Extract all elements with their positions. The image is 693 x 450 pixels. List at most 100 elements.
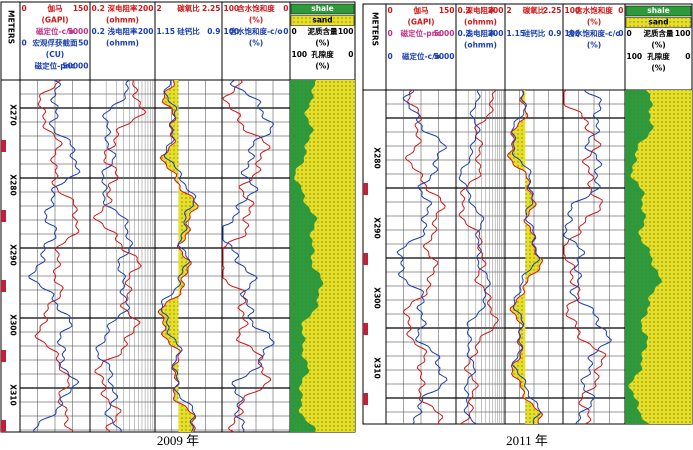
track-title: 孔隙度 (311, 49, 334, 59)
track-title: 含水饱和度-c/o (568, 28, 621, 38)
scale-left: 100 (565, 6, 581, 15)
perforation-mark (363, 323, 368, 335)
scale-right: 0 (283, 4, 288, 13)
scale-right: 0 (685, 52, 690, 61)
scale-right: 2.25 (543, 6, 562, 15)
scale-right: 200 (138, 27, 154, 36)
sica-curve (160, 80, 197, 433)
scale-right: 0 (618, 6, 623, 15)
track-title: 孔隙度 (647, 51, 670, 61)
gamma-curve (402, 89, 446, 425)
scale-right: 5000 (68, 27, 89, 36)
depth-label: X290 (9, 244, 18, 265)
track-title: 磁定位-pnc (35, 61, 76, 71)
track-title: (GAPI) (41, 16, 68, 25)
sw-curve (222, 79, 272, 433)
scale-left: 0 (388, 6, 393, 15)
panel-caption: 2011 年 (506, 433, 548, 448)
track-title: shale (647, 6, 670, 15)
depth-label: X280 (9, 174, 18, 195)
track-title: (%) (249, 16, 263, 25)
scale-left: 0.2 (458, 6, 471, 15)
track-title: 硅钙比 (177, 26, 200, 36)
depth-unit: METERS (371, 12, 380, 46)
sigma-curve (396, 89, 448, 425)
scale-right: 0 (348, 50, 353, 59)
track-title: (%) (651, 64, 665, 73)
depth-label: X310 (9, 384, 18, 405)
scale-right: 5000 (434, 29, 455, 38)
scale-right: 50 (78, 39, 88, 48)
track-title: 深电阻率 (466, 5, 496, 15)
perforation-mark (1, 210, 6, 222)
track-title: 宏观俘获截面 (33, 38, 78, 48)
depth-label: X270 (9, 104, 18, 125)
perforation-mark (1, 350, 6, 362)
scale-left: 100 (565, 29, 581, 38)
scale-left: 0 (627, 29, 632, 38)
depth-label: X310 (373, 357, 382, 378)
scale-left: 0 (388, 52, 393, 61)
track-title: 碳氧比 (523, 5, 546, 15)
depth-label: X290 (373, 217, 382, 238)
track-title: 磁定位-c/o (402, 51, 440, 61)
legend-swatch (625, 5, 692, 17)
scale-right: 0.9 (207, 27, 220, 36)
scale-left: 0.2 (458, 29, 471, 38)
track-title: (ohmm) (106, 16, 139, 25)
scale-right: 0.9 (548, 29, 561, 38)
scale-right: 0 (283, 27, 288, 36)
scale-right: 200 (138, 4, 154, 13)
perforation-mark (1, 420, 6, 432)
track-title: (%) (249, 39, 263, 48)
scale-right: 200 (488, 6, 504, 15)
legend-dots (291, 15, 354, 26)
track-title: 磁定位-c/o (36, 26, 74, 36)
track-title: 含水饱和度 (575, 5, 613, 15)
scale-left: 1.15 (507, 29, 526, 38)
scale-left: 100 (627, 52, 643, 61)
scale-left: 0 (22, 39, 27, 48)
scale-right: 150 (73, 4, 89, 13)
scale-right: 100 (675, 29, 691, 38)
track-title: (GAPI) (407, 18, 434, 27)
scale-right: 0 (618, 29, 623, 38)
legend-dots (626, 17, 691, 28)
scale-left: 1.15 (157, 27, 176, 36)
legend-swatch (290, 3, 355, 15)
track-title: 深电阻率 (108, 3, 138, 13)
scale-left: 100 (224, 27, 240, 36)
track-title: (%) (315, 62, 329, 71)
track-title: (%) (315, 39, 329, 48)
perforation-mark (363, 183, 368, 195)
depth-label: X300 (373, 287, 382, 308)
shallow-res (458, 89, 491, 425)
perforation-mark (363, 393, 368, 405)
scale-left: 0.2 (92, 4, 105, 13)
perforation-mark (363, 253, 368, 265)
track-title: (%) (587, 18, 601, 27)
deep-res (93, 79, 147, 433)
sw-co-curve (563, 89, 612, 425)
co-fill-dots (507, 90, 543, 424)
sica-curve (510, 89, 541, 425)
scale-left: 2 (507, 6, 512, 15)
sw-co-curve (222, 79, 275, 433)
track-title: sand (648, 18, 668, 27)
deep-res (458, 89, 499, 425)
track-title: 伽马 (48, 3, 63, 13)
perforation-mark (1, 140, 6, 152)
scale-left: 0 (22, 4, 27, 13)
scale-left: 100 (224, 4, 240, 13)
shallow-res (95, 79, 133, 433)
track-title: 浅电阻率 (108, 26, 138, 36)
scale-right: 5000 (434, 52, 455, 61)
shale-dots (625, 90, 692, 424)
track-title: (ohmm) (464, 41, 497, 50)
track-title: (%) (587, 41, 601, 50)
scale-left: 0 (292, 27, 297, 36)
scale-right: 200 (488, 29, 504, 38)
track-title: 碳氧比 (177, 3, 200, 13)
